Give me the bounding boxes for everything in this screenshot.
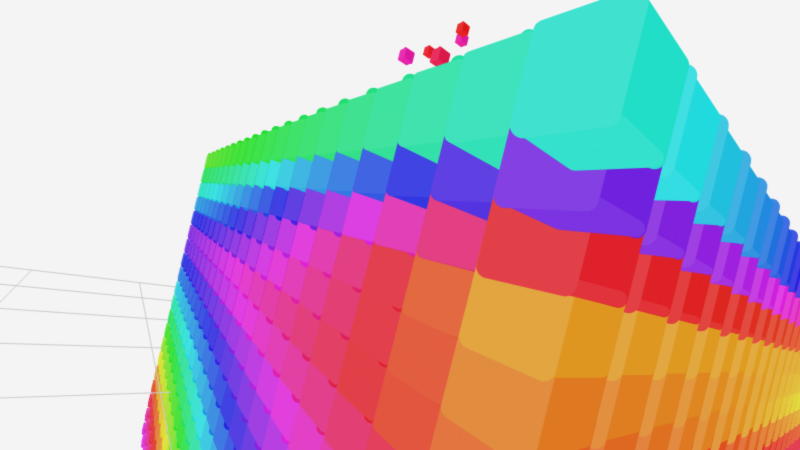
- voxel-scene-canvas[interactable]: [0, 0, 800, 450]
- webgl-demo-viewport: [0, 0, 800, 450]
